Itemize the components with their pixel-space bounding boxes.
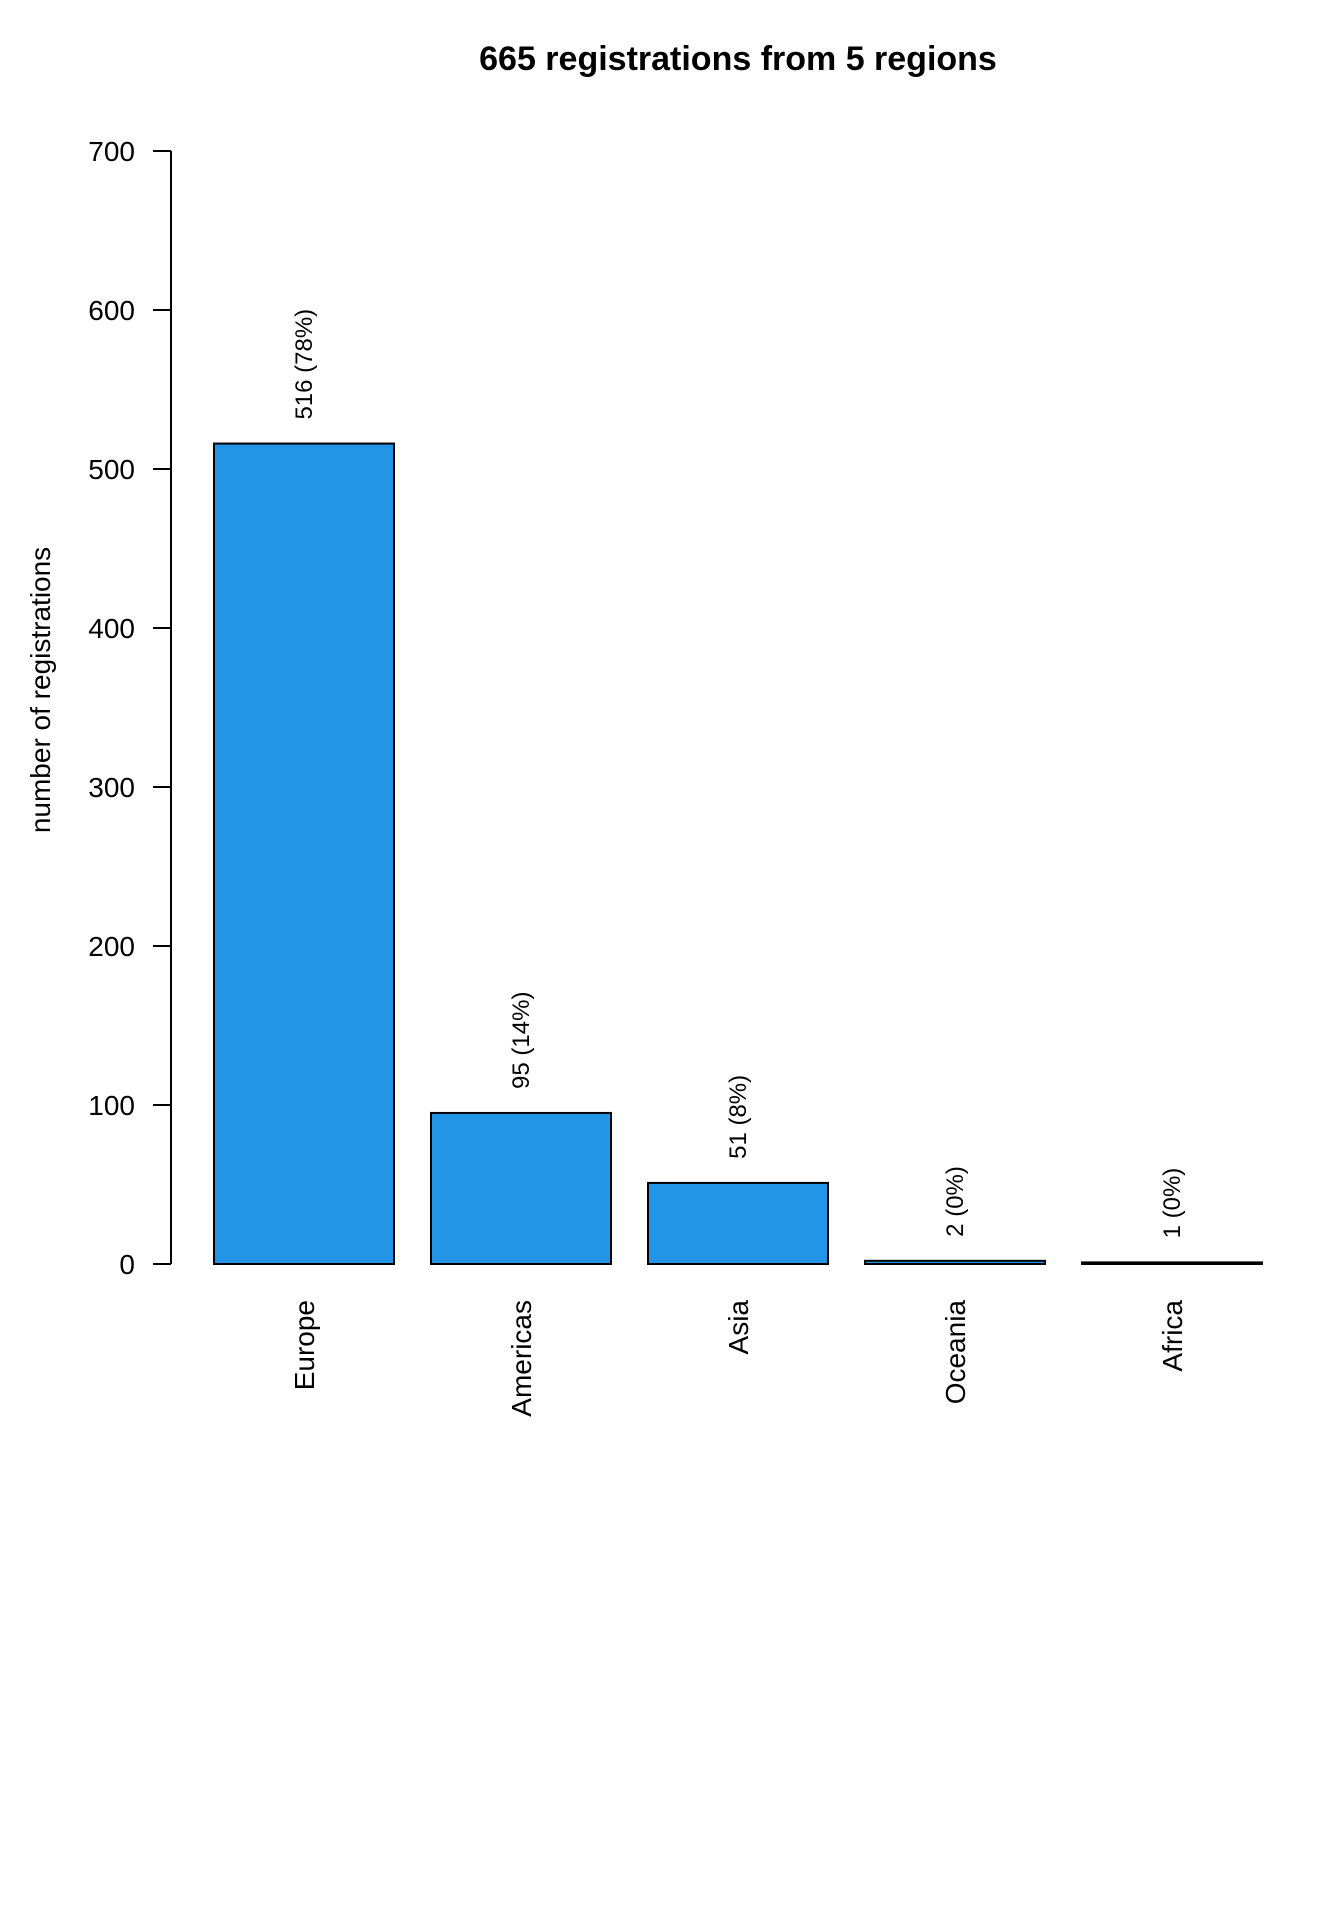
bar-africa: [1081, 1261, 1263, 1266]
y-tick-label: 100: [88, 1090, 135, 1121]
y-tick-label: 700: [88, 136, 135, 167]
x-axis-labels: Europe Americas Asia Oceania Africa: [289, 1300, 1188, 1417]
data-label: 2 (0%): [942, 1166, 969, 1237]
data-labels: 516 (78%) 95 (14%) 51 (8%) 2 (0%) 1 (0%): [291, 309, 1186, 1239]
bars: [213, 442, 1263, 1266]
x-tick-label: Europe: [289, 1300, 320, 1390]
data-label: 51 (8%): [725, 1075, 752, 1159]
y-tick-label: 400: [88, 613, 135, 644]
bar-americas: [430, 1111, 612, 1265]
y-tick-label: 300: [88, 772, 135, 803]
x-tick-label: Americas: [506, 1300, 537, 1417]
chart-title: 665 registrations from 5 regions: [479, 40, 997, 78]
y-tick-label: 500: [88, 454, 135, 485]
x-tick-label: Africa: [1157, 1300, 1188, 1372]
x-tick-label: Oceania: [940, 1300, 971, 1405]
y-axis: 0 100 200 300 400 500 600 700: [88, 136, 172, 1280]
x-tick-label: Asia: [723, 1300, 754, 1355]
data-label: 95 (14%): [508, 992, 535, 1089]
bar-asia: [647, 1181, 829, 1266]
y-tick-label: 200: [88, 931, 135, 962]
data-label: 516 (78%): [291, 309, 318, 420]
bar-oceania: [864, 1259, 1046, 1265]
y-tick-label: 600: [88, 295, 135, 326]
data-label: 1 (0%): [1159, 1168, 1186, 1239]
y-axis-label: number of registrations: [25, 547, 56, 833]
bar-europe: [213, 442, 395, 1265]
y-tick-label: 0: [119, 1249, 135, 1280]
